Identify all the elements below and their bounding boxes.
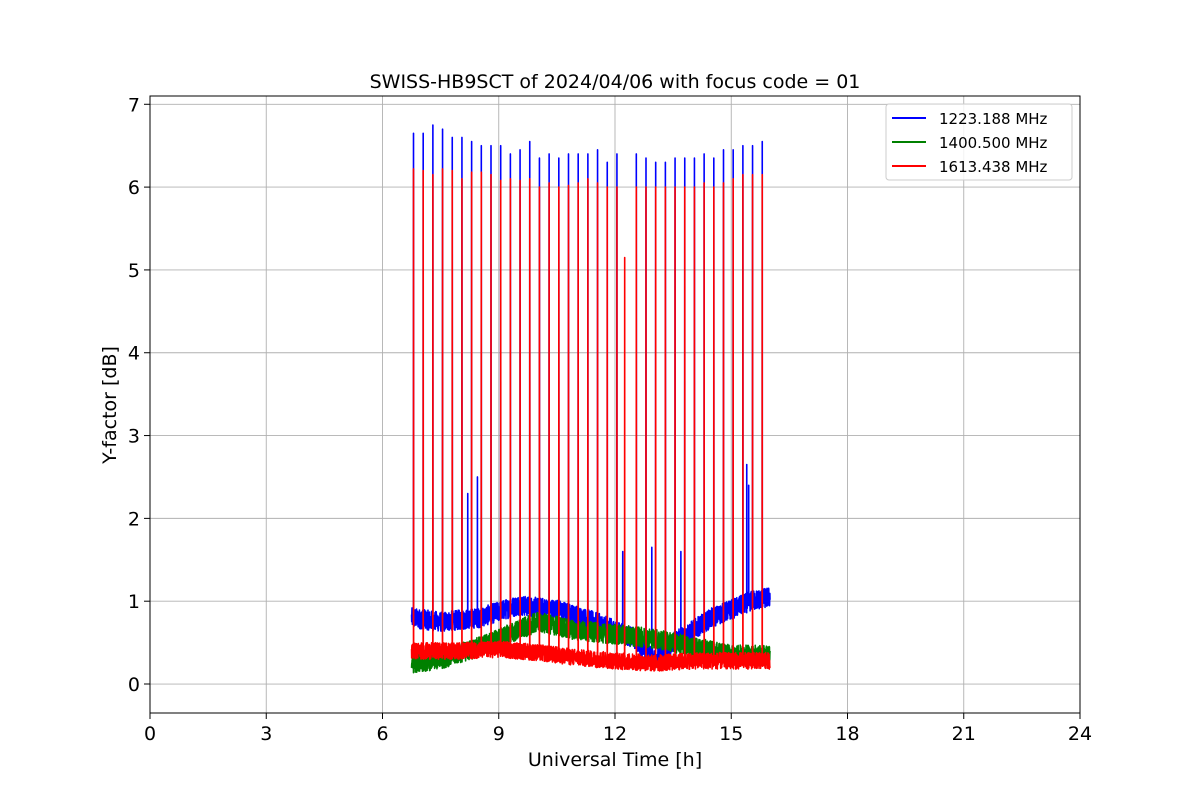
y-axis-label: Y-factor [dB] [99,346,121,465]
chart-title: SWISS-HB9SCT of 2024/04/06 with focus co… [370,71,861,93]
y-tick-label: 4 [128,343,140,365]
x-tick-label: 21 [952,723,976,745]
legend-entry: 1613.438 MHz [939,158,1048,176]
y-tick-label: 7 [128,94,140,116]
y-tick-label: 6 [128,177,140,199]
legend-box [885,103,1073,181]
x-tick-label: 0 [144,723,156,745]
legend: 1223.188 MHz 1400.500 MHz 1613.438 MHz [885,103,1073,181]
y-tick-label: 2 [128,508,140,530]
series-lines [410,124,771,674]
y-tick-label: 0 [128,674,140,696]
x-tick-label: 18 [835,723,859,745]
x-tick-label: 12 [603,723,627,745]
x-tick-label: 3 [260,723,272,745]
x-tick-label: 6 [376,723,388,745]
legend-entry: 1223.188 MHz [939,110,1048,128]
x-tick-label: 24 [1068,723,1092,745]
series-line-3 [410,168,771,672]
x-tick-label: 15 [719,723,743,745]
y-tick-label: 1 [128,591,140,613]
x-tick-label: 9 [493,723,505,745]
x-axis-label: Universal Time [h] [528,749,702,771]
y-tick-label: 5 [128,260,140,282]
y-tick-label: 3 [128,426,140,448]
legend-entry: 1400.500 MHz [939,134,1048,152]
